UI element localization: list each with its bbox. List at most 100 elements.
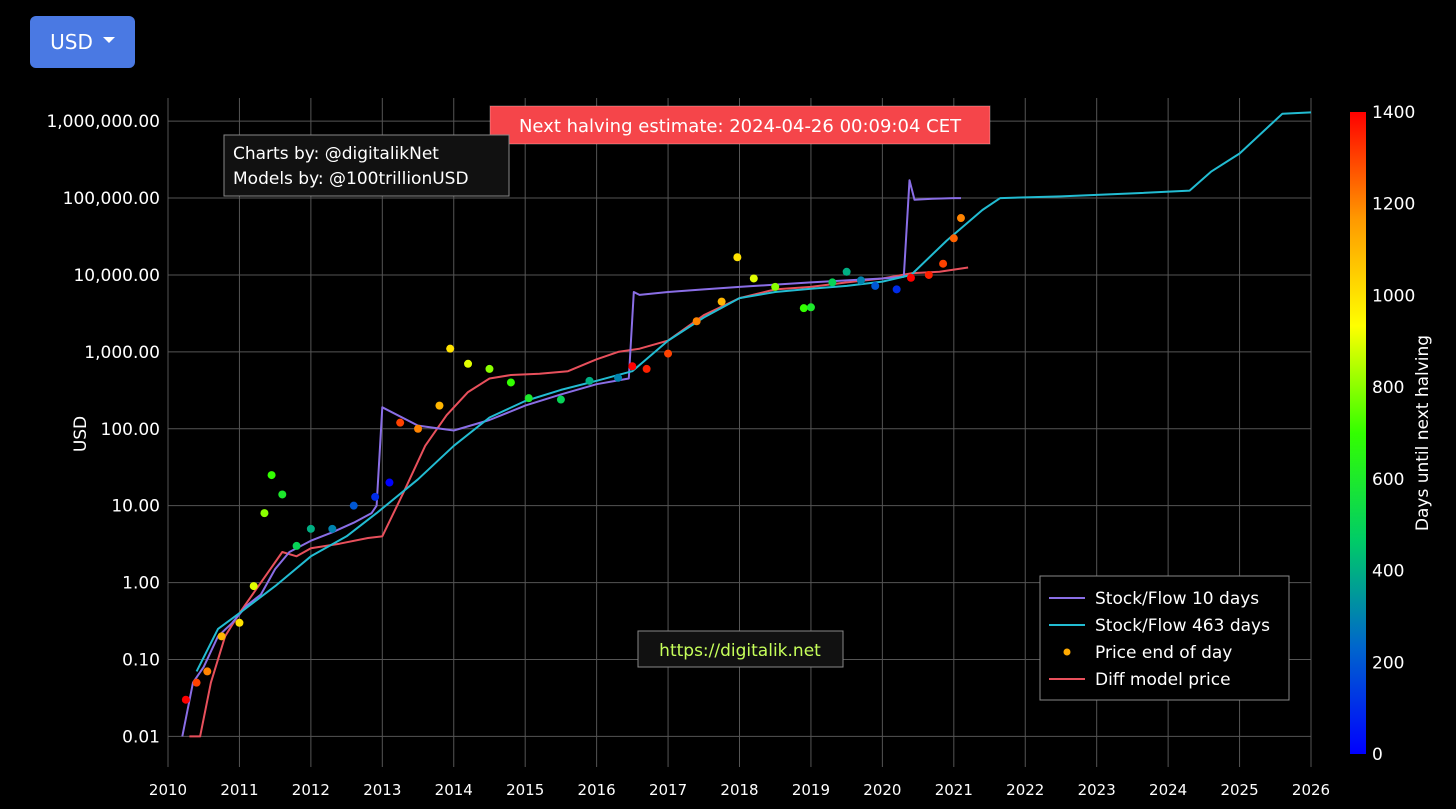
y-tick-label: 100.00 [101, 420, 160, 440]
price-point [217, 632, 226, 641]
colorbar-tick-label: 0 [1372, 745, 1383, 765]
price-point [749, 274, 758, 283]
series-line-stock-flow-10-days [181, 179, 961, 737]
price-point [181, 695, 190, 704]
price-point [485, 364, 494, 373]
price-point [306, 524, 315, 533]
legend-label[interactable]: Price end of day [1095, 643, 1232, 663]
price-point [278, 490, 287, 499]
y-tick-label: 1,000.00 [84, 343, 160, 363]
price-point [435, 401, 444, 410]
x-tick-label: 2024 [1149, 781, 1187, 799]
credits-charts-by: Charts by: @digitalikNet [233, 144, 439, 164]
colorbar-tick-label: 200 [1372, 653, 1404, 673]
price-point [828, 278, 837, 287]
website-link[interactable]: https://digitalik.net [659, 641, 821, 661]
y-tick-label: 1.00 [122, 574, 160, 594]
credits-models-by: Models by: @100trillionUSD [233, 169, 469, 189]
x-tick-label: 2019 [792, 781, 830, 799]
price-point [349, 501, 358, 510]
x-tick-label: 2026 [1292, 781, 1330, 799]
price-point [871, 281, 880, 290]
colorbar-title: Days until next halving [1413, 335, 1433, 531]
price-point [628, 362, 637, 371]
halving-estimate-banner: Next halving estimate: 2024-04-26 00:09:… [489, 105, 991, 145]
series-layer [181, 111, 1312, 738]
colorbar-gradient [1350, 112, 1366, 754]
price-point [924, 270, 933, 279]
price-point [642, 364, 651, 373]
colorbar-tick-label: 800 [1372, 378, 1404, 398]
x-tick-label: 2025 [1220, 781, 1258, 799]
price-point [806, 303, 815, 312]
price-point [939, 259, 948, 268]
x-tick-label: 2022 [1006, 781, 1044, 799]
price-point [385, 478, 394, 487]
price-point [949, 234, 958, 243]
price-point [733, 253, 742, 262]
price-point [906, 273, 915, 282]
colorbar-tick-label: 1400 [1372, 103, 1415, 123]
grid [167, 98, 1312, 767]
price-point [842, 267, 851, 276]
price-point [414, 424, 423, 433]
credits-box: Charts by: @digitalikNet Models by: @100… [223, 134, 510, 197]
price-point [856, 276, 865, 285]
x-tick-label: 2023 [1078, 781, 1116, 799]
price-point [464, 359, 473, 368]
price-point [446, 344, 455, 353]
x-tick-label: 2015 [506, 781, 544, 799]
price-point [328, 524, 337, 533]
x-tick-label: 2013 [363, 781, 401, 799]
halving-estimate-text: Next halving estimate: 2024-04-26 00:09:… [519, 116, 962, 137]
y-tick-label: 0.10 [122, 650, 160, 670]
price-point [371, 492, 380, 501]
y-tick-label: 1,000,000.00 [46, 112, 160, 132]
y-tick-label: 0.01 [122, 727, 160, 747]
currency-dropdown-button[interactable]: USD [30, 16, 135, 68]
price-point [192, 678, 201, 687]
price-point [771, 282, 780, 291]
colorbar-tick-label: 400 [1372, 562, 1404, 582]
y-tick-label: 100,000.00 [63, 189, 160, 209]
price-point [614, 373, 623, 382]
colorbar-tick-label: 1200 [1372, 195, 1415, 215]
price-point [524, 394, 533, 403]
chevron-down-icon [102, 37, 115, 43]
legend-label[interactable]: Diff model price [1095, 670, 1231, 690]
series-line-stock-flow-463-days [195, 111, 1312, 672]
colorbar-tick-label: 1000 [1372, 286, 1415, 306]
axes: 2010 2011 2012 2013 2014 2015 2016 2017 2018 2019… [46, 112, 1330, 799]
price-point [267, 471, 276, 480]
price-point [717, 297, 726, 306]
x-tick-label: 2016 [578, 781, 616, 799]
price-point [664, 349, 673, 358]
price-point [799, 304, 808, 313]
price-point [249, 582, 258, 591]
y-tick-label: 10.00 [111, 497, 160, 517]
legend-swatch [1063, 648, 1071, 656]
price-point [585, 376, 594, 385]
x-tick-label: 2011 [220, 781, 258, 799]
price-point [692, 317, 701, 326]
price-point [396, 418, 405, 427]
colorbar-tick-label: 600 [1372, 470, 1404, 490]
price-point [506, 378, 515, 387]
price-point [260, 509, 269, 518]
legend: Stock/Flow 10 days Stock/Flow 463 days Pri… [1039, 575, 1290, 701]
legend-label[interactable]: Stock/Flow 463 days [1095, 616, 1270, 636]
x-tick-label: 2010 [149, 781, 187, 799]
y-axis-label: USD [71, 416, 91, 452]
price-point [203, 667, 212, 676]
price-point [292, 541, 301, 550]
x-tick-label: 2021 [935, 781, 973, 799]
price-point [556, 395, 565, 404]
series-line-diff-model-price [189, 266, 969, 738]
x-tick-label: 2017 [649, 781, 687, 799]
x-tick-label: 2020 [863, 781, 901, 799]
price-point [235, 618, 244, 627]
currency-label: USD [50, 30, 93, 54]
legend-label[interactable]: Stock/Flow 10 days [1095, 589, 1259, 609]
website-box: https://digitalik.net [637, 630, 844, 668]
